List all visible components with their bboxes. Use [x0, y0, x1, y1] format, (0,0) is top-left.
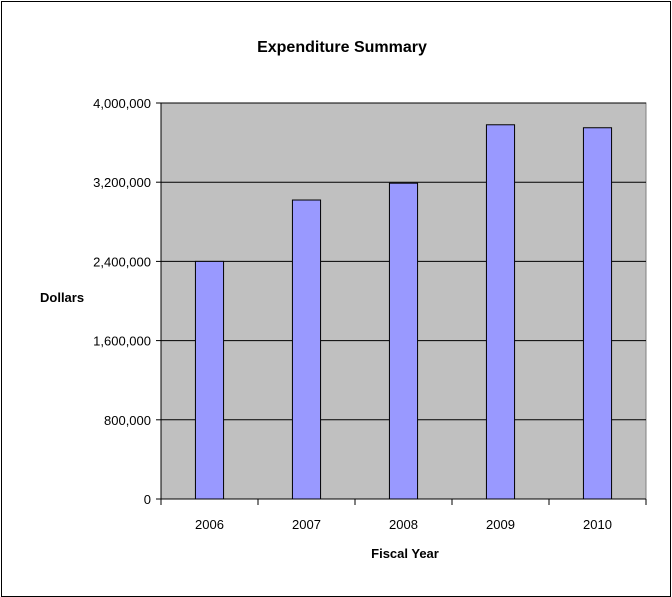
- y-tick-label-2: 1,600,000: [93, 334, 151, 349]
- y-tick-label-4: 3,200,000: [93, 175, 151, 190]
- y-tick-label-5: 4,000,000: [93, 96, 151, 111]
- chart-title: Expenditure Summary: [257, 39, 427, 56]
- x-axis-title: Fiscal Year: [371, 546, 439, 561]
- y-tick-label-1: 800,000: [104, 413, 151, 428]
- bar-2009: [485, 124, 516, 500]
- plot-area: 0 800,000 1,600,000 2,400,000 3,200,000 4,000…: [93, 96, 647, 532]
- x-tick-label-2010: 2010: [583, 517, 612, 532]
- y-axis-title: Dollars: [40, 290, 84, 305]
- bar-2010: [582, 127, 613, 500]
- y-tick-label-0: 0: [144, 492, 151, 507]
- x-tick-label-2009: 2009: [486, 517, 515, 532]
- bar-2008: [388, 182, 419, 500]
- x-tick-label-2007: 2007: [292, 517, 321, 532]
- y-tick-label-3: 2,400,000: [93, 254, 151, 269]
- x-tick-label-2008: 2008: [389, 517, 418, 532]
- x-tick-label-2006: 2006: [195, 517, 224, 532]
- bar-2006: [194, 260, 225, 500]
- bar-2007: [291, 199, 322, 500]
